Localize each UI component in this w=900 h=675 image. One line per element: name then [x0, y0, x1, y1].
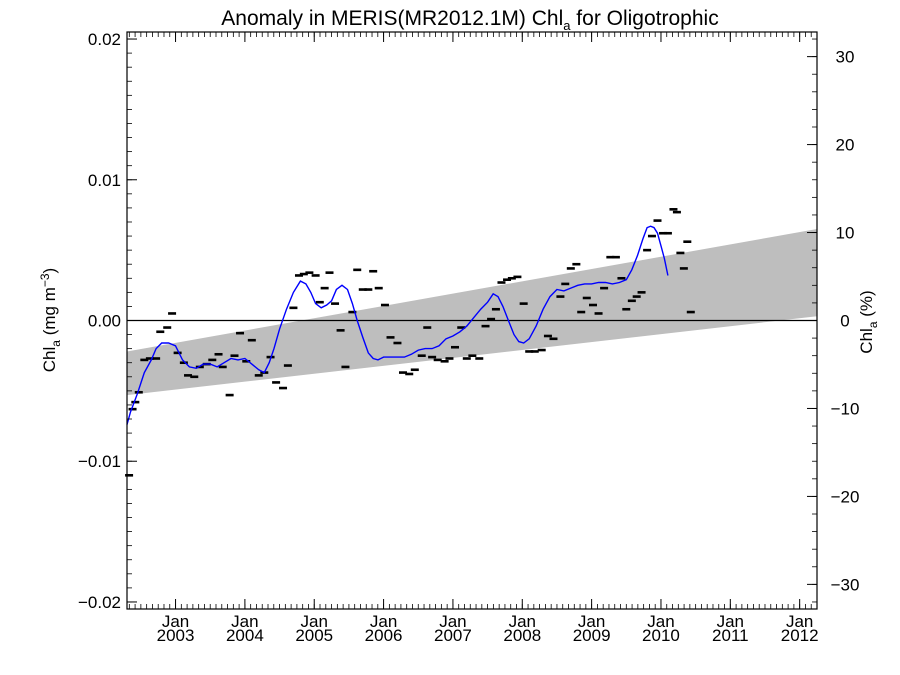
x-tick-label-year: 2006 — [365, 626, 403, 645]
y2-tick-label: 20 — [836, 136, 855, 155]
y2-tick-label: −30 — [831, 575, 860, 594]
smoothed-line — [126, 225, 669, 425]
y2-tick-label: 0 — [840, 312, 849, 331]
trend-band — [127, 229, 817, 396]
y-tick-label: −0.01 — [78, 452, 121, 471]
x-tick-label-year: 2005 — [295, 626, 333, 645]
x-tick-label-year: 2004 — [226, 626, 264, 645]
x-tick-label-month: Jan — [301, 612, 328, 631]
x-tick-label-month: Jan — [439, 612, 466, 631]
x-tick-label-year: 2007 — [434, 626, 472, 645]
x-tick-label-month: Jan — [786, 612, 813, 631]
plot-area: −0.02 −0.01 0.00 0.01 0.02 −30 −20 −10 0 10 20 30 Ja… — [78, 30, 859, 645]
x-tick-label-month: Jan — [647, 612, 674, 631]
y-axis-left-label: Chla (mg m−3) — [38, 268, 63, 372]
x-tick-label-year: 2008 — [503, 626, 541, 645]
y-tick-label: 0.00 — [88, 312, 121, 331]
x-tick-label-year: 2003 — [157, 626, 195, 645]
y2-tick-label: −10 — [831, 399, 860, 418]
x-tick-label-month: Jan — [370, 612, 397, 631]
y2-tick-label: 30 — [836, 48, 855, 67]
x-tick-label-month: Jan — [162, 612, 189, 631]
x-tick-label-month: Jan — [717, 612, 744, 631]
x-tick-label-month: Jan — [231, 612, 258, 631]
y2-tick-label: −20 — [831, 487, 860, 506]
x-tick-label-year: 2009 — [573, 626, 611, 645]
x-tick-label-year: 2011 — [712, 626, 749, 645]
y-tick-label: 0.01 — [88, 171, 121, 190]
x-tick-label-month: Jan — [578, 612, 605, 631]
y-tick-label: −0.02 — [78, 593, 121, 612]
y2-tick-label: 10 — [836, 224, 855, 243]
x-tick-label-year: 2012 — [781, 626, 819, 645]
y-tick-label: 0.02 — [88, 30, 121, 49]
x-tick-label-year: 2010 — [642, 626, 680, 645]
chart-title: Anomaly in MERIS(MR2012.1M) Chla for Oli… — [221, 7, 718, 33]
y-axis-right-label: Chla (%) — [857, 290, 880, 353]
x-tick-label-month: Jan — [509, 612, 536, 631]
